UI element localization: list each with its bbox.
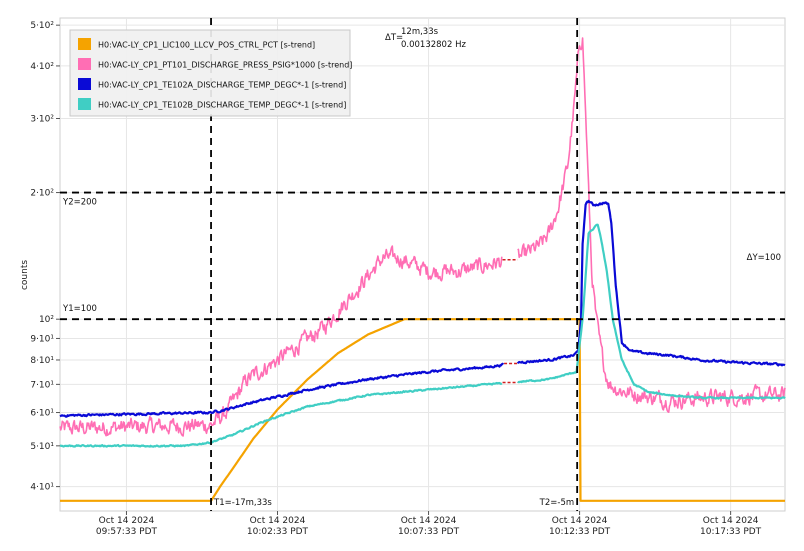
x-tick-date: Oct 14 2024 xyxy=(250,516,306,526)
y-tick-label: 5·10¹ xyxy=(30,442,54,452)
x-tick-date: Oct 14 2024 xyxy=(552,516,608,526)
x-tick-time: 10:12:33 PDT xyxy=(549,527,611,537)
series-line-4 xyxy=(517,223,786,400)
x-tick-time: 10:02:33 PDT xyxy=(247,527,309,537)
x-tick-time: 09:57:33 PDT xyxy=(96,527,158,537)
x-tick-date: Oct 14 2024 xyxy=(99,516,155,526)
delta-t-prefix: ΔT= xyxy=(385,33,403,43)
x-tick-time: 10:17:33 PDT xyxy=(700,527,762,537)
y-tick-label: 10² xyxy=(39,315,54,325)
x-tick-date: Oct 14 2024 xyxy=(703,516,759,526)
legend-swatch-2 xyxy=(78,58,91,70)
cursor-markers: T1=-17m,33s T2=-5m Y1=100 Y2=200 ΔT=12m,33s 0… xyxy=(60,18,785,511)
y-tick-label: 3·10² xyxy=(30,114,54,124)
legend-entry-3: H0:VAC-LY_CP1_TE102A_DISCHARGE_TEMP_DEGC… xyxy=(98,81,346,90)
y-tick-label: 2·10² xyxy=(30,189,54,199)
y-axis-label: counts xyxy=(20,260,30,290)
y1-label: Y1=100 xyxy=(62,304,97,314)
delta-t-frequency: 0.00132802 Hz xyxy=(401,40,466,50)
legend-entry-4: H0:VAC-LY_CP1_TE102B_DISCHARGE_TEMP_DEGC… xyxy=(98,101,346,110)
series-line-2 xyxy=(517,37,786,413)
legend-swatch-4 xyxy=(78,98,91,110)
legend-entry-1: H0:VAC-LY_CP1_LIC100_LLCV_POS_CTRL_PCT [… xyxy=(98,41,315,50)
y-tick-label: 6·10¹ xyxy=(30,409,54,419)
series-line-3 xyxy=(59,362,505,418)
x-tick-time: 10:07:33 PDT xyxy=(398,527,460,537)
y-tick-label: 8·10¹ xyxy=(30,356,54,366)
plot-area xyxy=(59,37,786,502)
legend-entry-2: H0:VAC-LY_CP1_PT101_DISCHARGE_PRESS_PSIG… xyxy=(98,61,352,70)
series-line-2 xyxy=(59,245,503,437)
y-tick-label: 5·10² xyxy=(30,21,54,31)
t2-label: T2=-5m xyxy=(539,498,574,508)
legend-box xyxy=(69,29,351,117)
t1-label: T1=-17m,33s xyxy=(213,498,272,508)
series-line-4 xyxy=(59,381,503,448)
y-tick-label: 4·10² xyxy=(30,62,54,72)
series-line-3 xyxy=(516,199,786,367)
legend-swatch-1 xyxy=(78,38,91,50)
delta-t-value: 12m,33s xyxy=(401,27,439,37)
delta-y-label: ΔY=100 xyxy=(747,253,781,263)
y-tick-label: 4·10¹ xyxy=(30,483,54,493)
y-tick-label: 7·10¹ xyxy=(30,380,54,390)
legend-swatch-3 xyxy=(78,78,91,90)
x-tick-date: Oct 14 2024 xyxy=(401,516,457,526)
y-tick-label: 9·10¹ xyxy=(30,334,54,344)
legend: H0:VAC-LY_CP1_LIC100_LLCV_POS_CTRL_PCT [… xyxy=(69,29,352,117)
y-axis: 4·10¹ 5·10¹ 6·10¹ 7·10¹ 8·10¹ 9·10¹ 10² 2·10² 3·… xyxy=(30,21,60,493)
y2-label: Y2=200 xyxy=(62,198,97,208)
